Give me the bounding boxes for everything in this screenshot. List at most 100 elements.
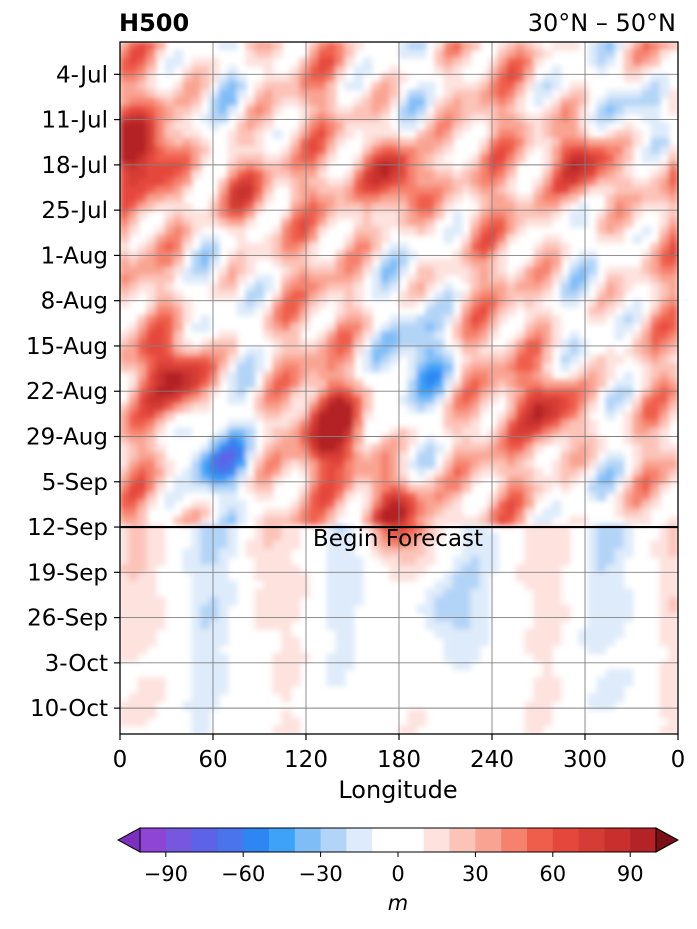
anomaly-cell <box>578 339 589 349</box>
anomaly-cell <box>218 620 229 630</box>
anomaly-cell <box>650 467 661 478</box>
anomaly-cell <box>254 186 265 196</box>
anomaly-cell <box>407 154 418 164</box>
anomaly-cell <box>353 81 364 91</box>
anomaly-cell <box>623 315 634 325</box>
anomaly-cell <box>272 403 283 413</box>
anomaly-cell <box>344 427 355 437</box>
anomaly-cell <box>443 636 454 646</box>
anomaly-cell <box>120 508 130 518</box>
anomaly-cell <box>218 347 229 357</box>
anomaly-cell <box>497 298 508 309</box>
anomaly-cell <box>335 355 346 365</box>
anomaly-cell <box>551 685 562 695</box>
anomaly-cell <box>515 395 526 405</box>
anomaly-cell <box>488 81 499 91</box>
anomaly-cell <box>641 154 652 164</box>
anomaly-cell <box>326 677 337 687</box>
anomaly-cell <box>623 492 634 502</box>
anomaly-cell <box>281 451 292 461</box>
anomaly-cell <box>254 138 265 148</box>
anomaly-cell <box>425 556 436 566</box>
anomaly-cell <box>407 564 418 574</box>
anomaly-cell <box>146 379 157 389</box>
anomaly-cell <box>326 65 337 75</box>
anomaly-cell <box>344 467 355 478</box>
anomaly-cell <box>164 97 175 107</box>
anomaly-cell <box>281 596 292 606</box>
anomaly-cell <box>173 387 184 397</box>
anomaly-cell <box>398 202 409 212</box>
anomaly-cell <box>299 492 310 502</box>
anomaly-cell <box>668 323 678 333</box>
anomaly-cell <box>281 395 292 405</box>
anomaly-cell <box>245 419 256 429</box>
anomaly-cell <box>344 347 355 357</box>
anomaly-cell <box>506 162 517 172</box>
anomaly-cell <box>146 130 157 140</box>
anomaly-cell <box>335 315 346 325</box>
anomaly-cell <box>542 572 553 582</box>
anomaly-cell <box>182 516 193 526</box>
anomaly-cell <box>362 218 373 228</box>
anomaly-cell <box>461 484 472 494</box>
anomaly-cell <box>164 315 175 325</box>
anomaly-cell <box>245 57 256 67</box>
anomaly-cell <box>254 89 265 99</box>
anomaly-cell <box>263 588 274 598</box>
anomaly-cell <box>497 307 508 317</box>
anomaly-cell <box>533 218 544 228</box>
anomaly-cell <box>488 516 499 526</box>
anomaly-cell <box>272 97 283 107</box>
anomaly-cell <box>227 435 238 445</box>
anomaly-cell <box>227 339 238 349</box>
anomaly-cell <box>497 282 508 292</box>
anomaly-cell <box>470 403 481 413</box>
anomaly-cell <box>380 484 391 494</box>
anomaly-cell <box>173 97 184 107</box>
anomaly-cell <box>200 57 211 67</box>
anomaly-cell <box>533 258 544 268</box>
anomaly-cell <box>137 49 148 59</box>
anomaly-cell <box>524 395 535 405</box>
anomaly-cell <box>650 49 661 59</box>
anomaly-cell <box>182 130 193 140</box>
anomaly-cell <box>263 484 274 494</box>
anomaly-cell <box>623 154 634 164</box>
anomaly-cell <box>191 105 202 115</box>
anomaly-cell <box>443 355 454 365</box>
anomaly-cell <box>164 298 175 309</box>
y-tick-label: 12-Sep <box>27 515 108 541</box>
anomaly-cell <box>425 226 436 236</box>
anomaly-cell <box>254 548 265 558</box>
anomaly-cell <box>173 105 184 115</box>
anomaly-cell <box>551 154 562 164</box>
anomaly-cell <box>335 604 346 614</box>
colorbar-segment <box>243 828 270 852</box>
anomaly-cell <box>632 355 643 365</box>
anomaly-cell <box>407 556 418 566</box>
anomaly-cell <box>263 121 274 132</box>
anomaly-cell <box>137 620 148 630</box>
anomaly-cell <box>542 73 553 83</box>
anomaly-cell <box>245 266 256 276</box>
anomaly-cell <box>317 492 328 502</box>
anomaly-cell <box>272 49 283 59</box>
anomaly-cell <box>128 435 139 445</box>
anomaly-cell <box>353 572 364 582</box>
anomaly-cell <box>398 524 409 534</box>
anomaly-cell <box>461 49 472 59</box>
anomaly-cell <box>380 138 391 148</box>
anomaly-cell <box>659 435 670 445</box>
anomaly-cell <box>308 484 319 494</box>
anomaly-cell <box>659 307 670 317</box>
anomaly-cell <box>461 162 472 172</box>
anomaly-cell <box>542 387 553 397</box>
anomaly-cell <box>614 467 625 478</box>
anomaly-cell <box>398 121 409 132</box>
anomaly-cell <box>425 162 436 172</box>
anomaly-cell <box>668 146 678 156</box>
anomaly-cell <box>470 476 481 486</box>
anomaly-cell <box>551 476 562 486</box>
anomaly-cell <box>290 146 301 156</box>
